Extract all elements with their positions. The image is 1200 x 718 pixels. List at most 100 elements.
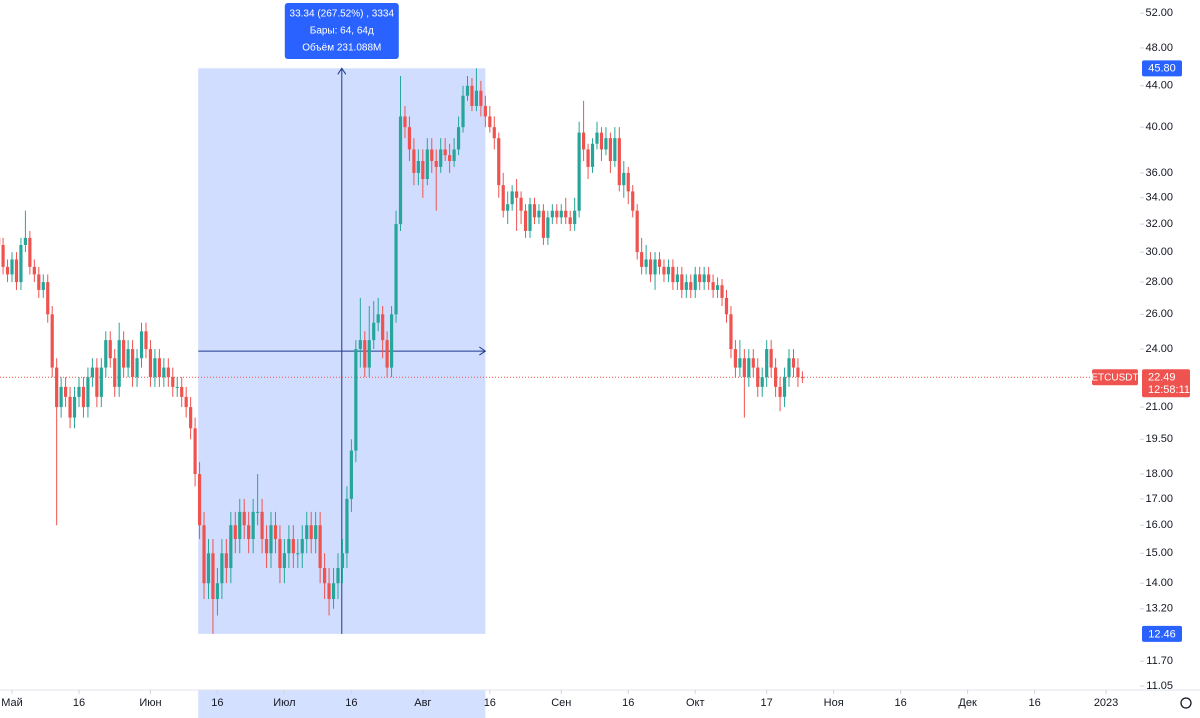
x-tick-label: 16 — [211, 697, 223, 709]
candle-body — [635, 210, 639, 253]
candle-body — [599, 132, 604, 150]
x-tick-label: Окт — [686, 697, 705, 709]
candle-body — [510, 191, 514, 205]
candle-body — [461, 95, 465, 128]
candle-body — [372, 322, 376, 341]
candle-body — [742, 358, 746, 378]
candle-body — [153, 358, 157, 378]
settings-icon[interactable] — [1180, 697, 1192, 709]
candle-body — [305, 525, 309, 540]
measure-tooltip-line: Объём 231.088M — [302, 42, 381, 54]
candle-body — [314, 525, 318, 540]
candle-body — [327, 583, 331, 600]
candle-body — [300, 539, 304, 554]
price-tag — [1142, 625, 1182, 642]
candle-body — [715, 285, 720, 290]
y-tick-label: 30.00 — [1145, 246, 1173, 258]
candle-body — [631, 191, 635, 211]
candle-body — [474, 90, 479, 106]
candle-body — [448, 155, 452, 162]
x-tick-label: 16 — [484, 697, 496, 709]
candle-body — [233, 525, 237, 540]
candle-body — [778, 386, 782, 397]
candle-body — [506, 204, 510, 211]
candle-body — [568, 217, 572, 225]
candle-body — [19, 244, 23, 283]
candle-body — [675, 274, 679, 283]
candle-body — [157, 358, 161, 378]
candle-body — [416, 161, 420, 173]
candle-body — [684, 282, 688, 290]
candle-body — [81, 386, 86, 408]
x-tick-label: 2023 — [1094, 697, 1118, 709]
candle-body — [412, 149, 416, 173]
candle-body — [41, 282, 45, 290]
x-tick-label: 16 — [622, 697, 634, 709]
candle-body — [23, 237, 28, 245]
candle-body — [287, 539, 291, 554]
price-tag-label: 12.46 — [1148, 628, 1176, 640]
candle-body — [720, 285, 724, 298]
candle-body — [211, 553, 215, 600]
candle-body — [322, 568, 327, 584]
candle-body — [260, 511, 264, 540]
candle-body — [171, 377, 175, 387]
candle-body — [421, 161, 425, 180]
y-tick-label: 21.00 — [1145, 401, 1173, 413]
candle-body — [452, 149, 456, 162]
y-tick-label: 28.00 — [1145, 276, 1173, 288]
symbol-tag — [1092, 369, 1138, 386]
candle-body — [550, 210, 554, 218]
price-tag-label: 45.80 — [1148, 63, 1176, 75]
candle-body — [86, 377, 90, 408]
candle-body — [37, 274, 41, 290]
y-tick-label: 16.00 — [1145, 519, 1173, 531]
candle-body — [291, 539, 295, 554]
candle-body — [126, 349, 130, 368]
candle-body — [657, 259, 662, 267]
candle-body — [519, 197, 523, 211]
candle-body — [242, 511, 246, 526]
candle-body — [555, 210, 559, 218]
candle-body — [546, 217, 550, 238]
candle-body — [680, 274, 684, 290]
candle-body — [50, 314, 54, 368]
candle-body — [336, 568, 340, 584]
candle-body — [738, 358, 742, 368]
candle-body — [501, 185, 505, 211]
candle-body — [385, 340, 389, 368]
candle-body — [622, 172, 626, 186]
candle-body — [180, 386, 184, 397]
candle-body — [354, 349, 358, 451]
x-tick-label: 16 — [895, 697, 907, 709]
candle-body — [689, 282, 693, 290]
candle-body — [32, 266, 36, 275]
candle-body — [144, 331, 148, 350]
candle-body — [238, 511, 242, 540]
candle-body — [68, 396, 72, 418]
measure-tooltip — [284, 3, 399, 59]
candle-body — [224, 553, 228, 569]
y-tick-label: 24.00 — [1145, 343, 1173, 355]
candle-body — [617, 138, 621, 186]
candle-body — [184, 396, 188, 408]
candle-body — [389, 314, 394, 368]
candle-body — [90, 367, 94, 378]
candle-body — [497, 138, 501, 186]
candle-body — [644, 259, 648, 267]
candle-body — [358, 340, 362, 350]
candle-body — [488, 116, 492, 128]
x-tick-label: Сен — [551, 697, 571, 709]
candle-body — [197, 474, 202, 526]
candle-body — [765, 349, 769, 378]
candle-body — [99, 367, 103, 397]
candle-body — [77, 386, 81, 397]
candle-body — [702, 274, 706, 283]
candle-body — [626, 172, 630, 192]
x-tick-label: 16 — [73, 697, 85, 709]
candle-body — [711, 282, 715, 290]
x-tick-label: Май — [1, 697, 23, 709]
candle-body — [296, 553, 300, 555]
candle-body — [363, 340, 367, 368]
candle-body — [747, 358, 751, 378]
